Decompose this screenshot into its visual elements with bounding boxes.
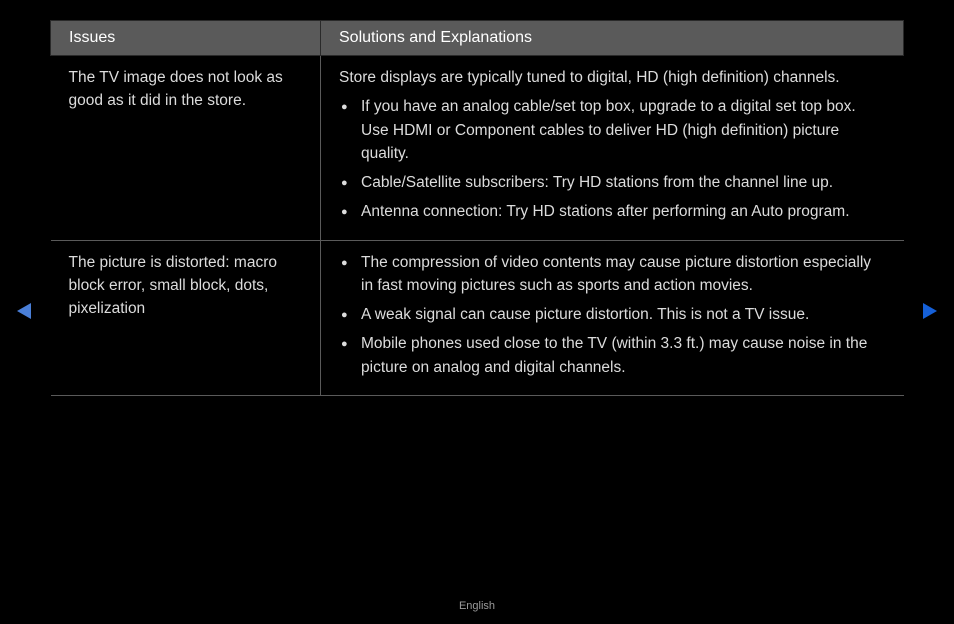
triangle-right-icon xyxy=(922,302,938,320)
table-row: The TV image does not look as good as it… xyxy=(51,56,904,241)
footer-language: English xyxy=(0,600,954,612)
page: Issues Solutions and Explanations The TV… xyxy=(0,0,954,624)
prev-page-button[interactable] xyxy=(16,302,32,320)
col-header-issues: Issues xyxy=(51,21,321,56)
issue-cell: The TV image does not look as good as it… xyxy=(51,56,321,241)
list-item: A weak signal can cause picture distorti… xyxy=(339,303,886,326)
troubleshooting-table: Issues Solutions and Explanations The TV… xyxy=(50,20,904,396)
solution-cell: The compression of video contents may ca… xyxy=(321,240,904,395)
issue-cell: The picture is distorted: macro block er… xyxy=(51,240,321,395)
list-item: The compression of video contents may ca… xyxy=(339,251,886,298)
solution-cell: Store displays are typically tuned to di… xyxy=(321,56,904,241)
list-item: Cable/Satellite subscribers: Try HD stat… xyxy=(339,171,886,194)
solution-list: If you have an analog cable/set top box,… xyxy=(339,95,886,223)
list-item: Antenna connection: Try HD stations afte… xyxy=(339,200,886,223)
col-header-solutions: Solutions and Explanations xyxy=(321,21,904,56)
list-item: If you have an analog cable/set top box,… xyxy=(339,95,886,165)
troubleshooting-table-container: Issues Solutions and Explanations The TV… xyxy=(50,20,904,396)
list-item: Mobile phones used close to the TV (with… xyxy=(339,332,886,379)
triangle-left-icon xyxy=(16,302,32,320)
next-page-button[interactable] xyxy=(922,302,938,320)
solution-list: The compression of video contents may ca… xyxy=(339,251,886,379)
solution-intro: Store displays are typically tuned to di… xyxy=(339,66,886,89)
table-row: The picture is distorted: macro block er… xyxy=(51,240,904,395)
